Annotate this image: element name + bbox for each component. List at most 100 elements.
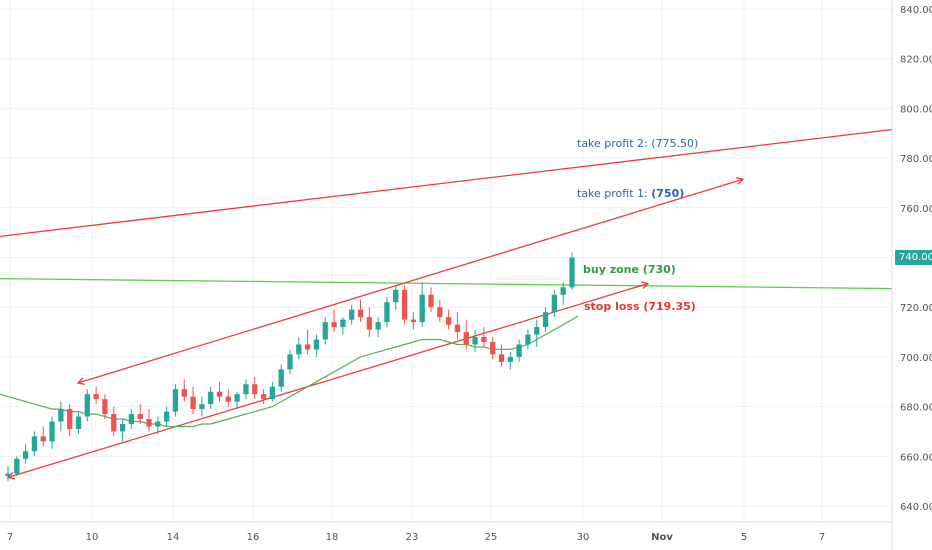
channel-lower-line xyxy=(7,282,649,479)
candle-body xyxy=(401,289,408,320)
candle-body xyxy=(560,287,566,295)
candle-body xyxy=(498,354,505,362)
candle-body xyxy=(542,312,549,328)
candle-body xyxy=(472,337,478,345)
candle-body xyxy=(357,309,364,318)
candle-body xyxy=(516,344,522,357)
stop-loss-annotation: stop loss (719.35) xyxy=(584,300,696,313)
candle-body xyxy=(58,409,64,422)
y-tick-label: 840.00 xyxy=(900,5,932,16)
candle-body xyxy=(375,322,381,330)
candle-body xyxy=(393,289,399,303)
arrowhead xyxy=(641,281,650,290)
candle-body xyxy=(551,294,558,313)
candle-body xyxy=(216,391,223,397)
candle-body xyxy=(296,344,302,355)
candle-body xyxy=(437,307,443,318)
stop-loss-label: stop loss xyxy=(584,300,644,313)
candle-body xyxy=(419,294,425,323)
candle-body xyxy=(40,436,46,442)
take-profit-1-value: (750) xyxy=(651,187,685,200)
candle-body xyxy=(340,319,346,328)
x-tick-label: 23 xyxy=(406,532,419,543)
candle-body xyxy=(445,317,452,325)
y-tick-label: 640.00 xyxy=(900,502,932,513)
candle-body xyxy=(481,337,487,342)
candle-body xyxy=(49,421,55,442)
candle-body xyxy=(5,473,11,477)
y-tick-label: 680.00 xyxy=(900,403,932,414)
candle-body xyxy=(199,404,205,410)
y-tick-label: 760.00 xyxy=(900,204,932,215)
upper-trendline xyxy=(0,128,893,238)
x-tick-label: 16 xyxy=(247,532,260,543)
buy-zone-level-line xyxy=(0,277,893,290)
candle-body xyxy=(102,399,108,415)
candle-body xyxy=(322,322,328,340)
x-tick-label: 5 xyxy=(741,532,747,543)
candle-body xyxy=(428,294,434,308)
candles xyxy=(5,252,575,482)
candle-body xyxy=(454,324,461,333)
candle-body xyxy=(269,386,276,400)
take-profit-2-label: take profit 2: xyxy=(577,137,652,150)
y-tick-label: 800.00 xyxy=(900,104,932,115)
candle-body xyxy=(225,396,231,402)
current-price-tag: 740.00 xyxy=(895,249,932,265)
x-tick-label: 25 xyxy=(485,532,498,543)
candle-body xyxy=(31,436,38,452)
candle-body xyxy=(278,369,284,387)
candle-body xyxy=(243,384,249,395)
y-tick-label: 780.00 xyxy=(900,154,932,165)
candle-body xyxy=(260,394,267,400)
buy-zone-annotation: buy zone (730) xyxy=(583,263,676,276)
candle-body xyxy=(22,451,29,459)
candle-body xyxy=(410,319,417,323)
x-tick-label: 14 xyxy=(167,532,180,543)
candle-body xyxy=(331,322,337,328)
candle-body xyxy=(507,356,513,362)
candle-body xyxy=(349,309,355,320)
candle-body xyxy=(172,389,179,412)
x-tick-label: 18 xyxy=(326,532,339,543)
take-profit-2-annotation: take profit 2: (775.50) xyxy=(577,137,698,150)
buy-zone-value: (730) xyxy=(642,263,676,276)
candle-body xyxy=(384,302,390,323)
buy-zone-label: buy zone xyxy=(583,263,643,276)
candle-body xyxy=(190,396,196,410)
moving-average-line xyxy=(0,315,579,428)
grid xyxy=(0,0,892,522)
x-tick-label: 30 xyxy=(577,532,590,543)
arrowhead xyxy=(76,377,85,386)
x-tick-label: 7 xyxy=(7,532,13,543)
candle-body xyxy=(463,332,469,345)
arrowhead xyxy=(736,177,745,185)
candle-body xyxy=(208,391,214,405)
x-tick-label: 10 xyxy=(86,532,99,543)
candle-body xyxy=(534,327,540,335)
y-tick-label: 820.00 xyxy=(900,55,932,66)
candle-body xyxy=(137,414,143,420)
candle-body xyxy=(252,384,258,395)
candle-body xyxy=(155,421,161,427)
y-tick-label: 660.00 xyxy=(900,452,932,463)
candle-body xyxy=(163,411,170,422)
candle-body xyxy=(75,416,82,429)
y-tick-label: 700.00 xyxy=(900,353,932,364)
stop-loss-value: (719.35) xyxy=(643,300,696,313)
candle-body xyxy=(525,334,531,345)
candle-body xyxy=(67,409,73,429)
candle-body xyxy=(93,394,99,400)
candle-body xyxy=(146,419,152,427)
candle-body xyxy=(181,389,187,397)
candle-body xyxy=(128,414,135,424)
candle-body xyxy=(313,339,320,350)
x-tick-label: Nov xyxy=(651,532,673,543)
x-tick-label: 7 xyxy=(819,532,825,543)
candle-body xyxy=(234,394,240,402)
candle-body xyxy=(287,354,293,370)
candle-body xyxy=(490,341,496,355)
